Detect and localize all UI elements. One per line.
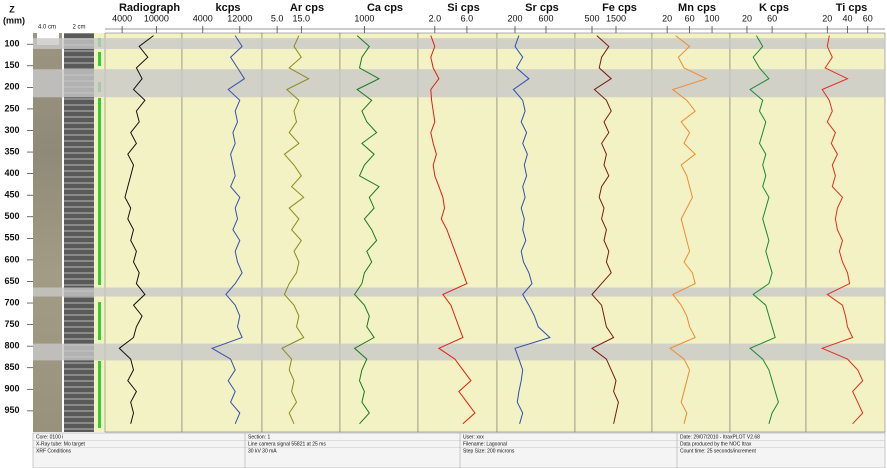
footer-text: User: xxx [463,434,484,440]
panel-title: Ti cps [836,2,868,14]
footer-text: Data produced by the NOC Itrax [680,441,752,447]
x-tick-label: 500 [584,13,599,23]
y-tick-label: 600 [4,254,19,264]
y-tick-label: 500 [4,211,19,221]
excluded-band [33,38,885,49]
chart: Z (mm) 4.0 cm 2 cm Core: 0100 iX-Ray tub… [0,0,887,468]
footer-text: Section: 1 [248,434,270,440]
x-tick-label: 6.0 [461,13,474,23]
y-tick-label: 850 [4,362,19,372]
y-tick-label: 950 [4,405,19,415]
x-tick-label: 2.0 [429,13,442,23]
x-tick-label: 600 [538,13,553,23]
panel-title: Si cps [447,2,479,14]
x-tick-label: 40 [843,13,853,23]
y-tick-label: 350 [4,146,19,156]
excluded-band [33,344,885,361]
panel-title: Sr cps [525,2,559,14]
excluded-band [33,69,885,97]
x-tick-label: 60 [685,13,695,23]
x-tick-label: 1500 [606,13,626,23]
x-tick-label: 20 [662,13,672,23]
footer-text: Count time: 25 seconds/increment [680,448,756,454]
x-tick-label: 5.0 [271,13,284,23]
footer-text: XRF Conditions [36,448,72,454]
axis-label: Z [9,4,15,14]
y-tick-label: 200 [4,82,19,92]
x-tick-label: 60 [767,13,777,23]
x-tick-label: 20 [742,13,752,23]
footer-text: Line camera signal 55821 at 25 ms [248,441,326,447]
y-tick-label: 250 [4,103,19,113]
x-tick-label: 60 [863,13,873,23]
column-label: 2 cm [72,25,85,31]
x-tick-label: 200 [507,13,522,23]
panel-title: kcps [215,2,240,14]
panel-title: K cps [759,2,789,14]
y-tick-label: 300 [4,125,19,135]
panel-title: Ar cps [290,2,324,14]
column-label: 4.0 cm [38,25,56,31]
footer-text: 30 kV 30 mA [248,448,277,454]
x-tick-label: 4000 [193,13,213,23]
x-tick-label: 10000 [144,13,169,23]
footer-text: Core: 0100 i [36,434,63,440]
y-tick-label: 150 [4,60,19,70]
x-tick-label: 100 [705,13,720,23]
y-tick-label: 400 [4,168,19,178]
panel-title: Radiograph [119,2,180,14]
y-tick-label: 700 [4,297,19,307]
y-tick-label: 450 [4,190,19,200]
y-tick-label: 800 [4,341,19,351]
y-tick-label: 100 [4,39,19,49]
x-tick-label: 20 [822,13,832,23]
y-tick-label: 550 [4,233,19,243]
footer-text: Date: 29/07/2010 - ItraxPLOT V2.68 [680,434,760,440]
y-tick-label: 900 [4,384,19,394]
footer-text: Step Size: 200 microns [463,448,515,454]
x-tick-label: 4000 [112,13,132,23]
footer-text: X-Ray tube: Mo target [36,441,86,447]
panel-title: Ca cps [367,2,403,14]
y-tick-label: 650 [4,276,19,286]
y-tick-label: 750 [4,319,19,329]
x-tick-label: 15.0 [293,13,311,23]
panel-title: Mn cps [678,2,716,14]
axis-unit: (mm) [3,15,25,25]
x-tick-label: 1000 [354,13,374,23]
x-tick-label: 12000 [227,13,252,23]
footer-text: Filename: Lagoonal [463,441,507,447]
panel-title: Fe cps [602,2,637,14]
